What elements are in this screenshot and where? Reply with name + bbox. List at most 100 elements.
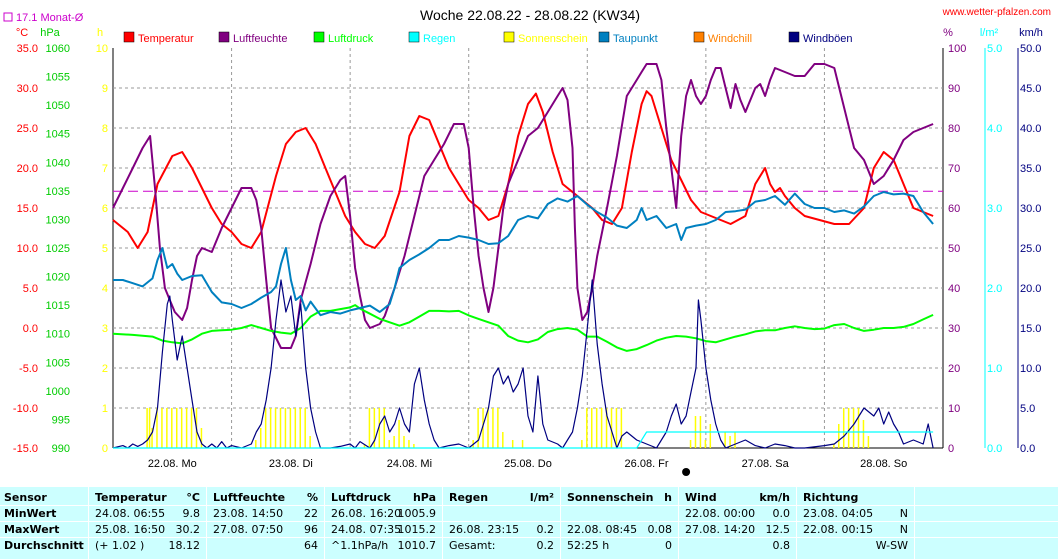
wind-tick-label: 10.0	[1020, 363, 1041, 375]
rain-tick-label: 5.0	[987, 43, 1002, 55]
sunshine-bar	[605, 408, 608, 448]
series-luftfeuchte	[112, 63, 934, 349]
column-separator	[914, 487, 915, 559]
table-header-unit: h	[664, 491, 672, 504]
sunshine-bar	[185, 408, 188, 448]
legend-label: Sonnenschein	[518, 33, 588, 45]
sunshine-bar	[482, 408, 484, 448]
temp-tick-label: 20.0	[17, 163, 38, 175]
temp-tick-label: 0.0	[23, 323, 38, 335]
sunshine-bar	[378, 408, 381, 448]
table-cell-rain-value: 0.2	[536, 523, 555, 536]
day-label: 24.08. Mi	[387, 458, 432, 470]
table-cell-wind-value: 0.8	[772, 539, 791, 552]
wind-tick-label: 20.0	[1020, 283, 1041, 295]
temp-tick-label: 5.0	[23, 283, 38, 295]
day-marker-dot	[682, 468, 691, 476]
sunshine-bar	[304, 408, 306, 448]
legend-swatch	[313, 31, 325, 43]
table-cell-dir-value: N	[899, 523, 908, 536]
humidity-tick-label: 50	[948, 243, 960, 255]
sunshine-bar	[620, 408, 623, 448]
column-separator	[796, 487, 797, 559]
sunshine-bar	[289, 408, 292, 448]
table-cell-press-value: 1005.9	[397, 507, 437, 520]
sunshine-bar	[842, 408, 845, 448]
wind-tick-label: 25.0	[1020, 243, 1041, 255]
table-cell-dir-value: W-SW	[875, 539, 908, 552]
wind-tick-label: 0.0	[1020, 443, 1035, 455]
table-cell-dir-time: 22.08. 00:15	[803, 523, 874, 536]
sunshine-bar	[398, 420, 400, 448]
table-cell-hum-value: 22	[304, 507, 318, 520]
sunshine-tick-label: 8	[102, 123, 108, 135]
wind-tick-label: 15.0	[1020, 323, 1041, 335]
legend-label: Regen	[423, 33, 455, 45]
sunshine-tick-label: 5	[102, 243, 108, 255]
sunshine-bar	[151, 428, 153, 448]
table-header-wind: Wind	[685, 491, 717, 504]
legend-label: Windböen	[803, 33, 853, 45]
sunshine-bar	[274, 408, 277, 448]
weather-chart: 35.030.025.020.015.010.05.00.0-5.0-10.0-…	[3, 7, 1051, 476]
pressure-tick-label: 1005	[46, 357, 70, 369]
legend-swatch	[693, 31, 705, 43]
table-cell-sun-time: 22.08. 08:45	[567, 523, 638, 536]
table-cell-sun-time: 52:25 h	[567, 539, 610, 552]
row-separator	[0, 505, 1058, 506]
temp-tick-label: 35.0	[17, 43, 38, 55]
wind-tick-label: 5.0	[1020, 403, 1035, 415]
pressure-tick-label: 1050	[46, 100, 70, 112]
left-unit-label: hPa	[40, 27, 60, 39]
chart-title: Woche 22.08.22 - 28.08.22 (KW34)	[420, 7, 640, 23]
wind-tick-label: 40.0	[1020, 123, 1041, 135]
sunshine-tick-label: 1	[102, 403, 108, 415]
humidity-tick-label: 30	[948, 323, 960, 335]
sunshine-bar	[838, 424, 840, 448]
sunshine-bar	[724, 432, 726, 448]
temp-tick-label: -15.0	[13, 443, 38, 455]
sunshine-bar	[200, 428, 203, 448]
sunshine-bar	[161, 408, 163, 448]
series-luftdruck	[112, 304, 934, 352]
legend-swatch	[503, 31, 515, 43]
pressure-tick-label: 1020	[46, 272, 70, 284]
sunshine-bar	[408, 440, 410, 448]
sunshine-bar	[403, 436, 405, 448]
table-header-unit: l/m²	[529, 491, 554, 504]
humidity-tick-label: 0	[948, 443, 954, 455]
rain-tick-label: 2.0	[987, 283, 1002, 295]
table-header-unit: °C	[186, 491, 200, 504]
humidity-tick-label: 10	[948, 403, 960, 415]
avg-legend-label: 17.1 Monat-Ø	[16, 12, 84, 24]
avg-legend-box	[3, 12, 13, 22]
temp-tick-label: 25.0	[17, 123, 38, 135]
sunshine-tick-label: 9	[102, 83, 108, 95]
table-row-label: MaxWert	[4, 523, 60, 536]
legend-label: Luftfeuchte	[233, 33, 287, 45]
pressure-tick-label: 1025	[46, 243, 70, 255]
sunshine-bar	[852, 408, 855, 448]
table-header-regen: Regen	[449, 491, 489, 504]
right-unit-label: l/m²	[980, 27, 999, 39]
wind-tick-label: 35.0	[1020, 163, 1041, 175]
sunshine-tick-label: 7	[102, 163, 108, 175]
axis-ticks: 35.030.025.020.015.010.05.00.0-5.0-10.0-…	[13, 27, 1043, 470]
sunshine-bar	[255, 440, 257, 448]
sunshine-bars	[146, 408, 870, 448]
sunshine-bar	[600, 408, 603, 448]
legend-label: Windchill	[708, 33, 752, 45]
sunshine-bar	[388, 440, 390, 448]
pressure-tick-label: 1030	[46, 214, 70, 226]
pressure-tick-label: 990	[52, 443, 70, 455]
rain-tick-label: 1.0	[987, 363, 1002, 375]
sunshine-bar	[383, 408, 385, 448]
table-cell-rain-time: Gesamt:	[449, 539, 496, 552]
sunshine-bar	[590, 408, 593, 448]
pressure-tick-label: 1045	[46, 129, 70, 141]
sunshine-bar	[734, 432, 736, 448]
rain-tick-label: 3.0	[987, 203, 1002, 215]
table-cell-sun-value: 0	[665, 539, 672, 552]
sunshine-tick-label: 6	[102, 203, 108, 215]
table-header-luftfeuchte: Luftfeuchte	[213, 491, 286, 504]
